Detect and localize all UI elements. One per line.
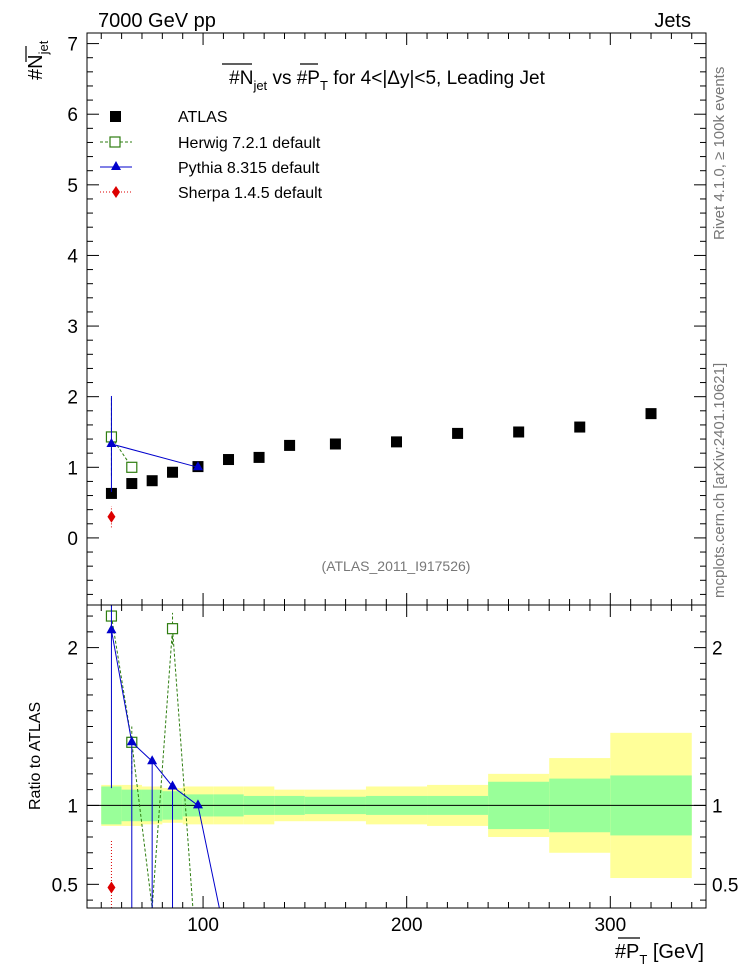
- svg-text:#Njet: #Njet: [25, 40, 51, 80]
- title-t-sub: T: [320, 78, 328, 93]
- title-n: N: [240, 68, 254, 89]
- main-ytick-label: 6: [67, 105, 78, 126]
- sherpa-point: [107, 881, 116, 894]
- legend-label-sherpa: Sherpa 1.4.5 default: [178, 185, 323, 202]
- main-ytick-label: 1: [67, 458, 78, 479]
- title-p: P: [307, 68, 320, 89]
- main-ylabel-base: #N: [25, 54, 47, 80]
- ratio-ytick-label-right: 0.5: [712, 875, 738, 896]
- header-right: Jets: [654, 10, 691, 32]
- main-ytick-label: 2: [67, 388, 78, 409]
- legend-label-herwig: Herwig 7.2.1 default: [178, 135, 321, 152]
- mcplots-label-group: mcplots.cern.ch [arXiv:2401.10621]: [711, 363, 728, 598]
- pythia-point: [106, 624, 117, 634]
- atlas-point: [223, 454, 235, 466]
- xlabel-hash: #: [615, 941, 627, 963]
- atlas-point: [126, 478, 138, 490]
- legend-marker-pythia: [111, 161, 121, 170]
- title-jet-sub: jet: [252, 78, 267, 93]
- analysis-watermark: (ATLAS_2011_I917526): [322, 558, 471, 574]
- atlas-point: [574, 421, 586, 433]
- rivet-label: Rivet 4.1.0, ≥ 100k events: [711, 67, 728, 240]
- legend-marker-sherpa: [112, 186, 120, 198]
- ratio-ytick-label-right: 2: [712, 639, 723, 660]
- atlas-point: [391, 436, 402, 448]
- main-ytick-label: 3: [67, 317, 78, 338]
- atlas-point: [645, 408, 657, 420]
- main-ytick-label: 0: [67, 529, 78, 550]
- rivet-label-group: Rivet 4.1.0, ≥ 100k events: [711, 67, 728, 240]
- atlas-point: [146, 475, 158, 487]
- pythia-line: [111, 443, 199, 468]
- ratio-ytick-label: 0.5: [52, 875, 78, 896]
- herwig-point: [166, 623, 179, 635]
- xlabel-t-sub: T: [639, 952, 647, 967]
- ratio-ylabel-group: Ratio to ATLAS: [27, 702, 44, 810]
- legend-label-atlas: ATLAS: [178, 109, 228, 126]
- title-hash1: #: [229, 68, 240, 89]
- legend-marker-atlas: [110, 111, 121, 122]
- main-ytick-label: 4: [67, 246, 78, 267]
- main-ylabel: #Njet: [25, 40, 51, 80]
- xlabel-p: P: [626, 941, 639, 963]
- ratio-uncertainty-bands: [87, 732, 706, 879]
- ratio-plot-marks: [105, 605, 220, 909]
- main-ylabel-sub: jet: [36, 40, 51, 55]
- sherpa-point: [107, 510, 116, 523]
- legend-label-pythia: Pythia 8.315 default: [178, 160, 320, 177]
- legend-marker-herwig: [109, 136, 121, 148]
- pythia-point: [126, 736, 137, 746]
- title-rest: for 4<|Δy|<5, Leading Jet: [328, 68, 546, 89]
- x-axis-label: #PT [GeV]: [615, 941, 704, 967]
- herwig-point: [126, 461, 138, 473]
- main-ytick-label: 5: [67, 176, 78, 197]
- ratio-xtick-label: 200: [391, 915, 423, 936]
- pythia-point: [192, 461, 203, 471]
- header-left: 7000 GeV pp: [98, 10, 216, 32]
- axes: 0 1 2 3 4 5 6 7 100 200 300 0.5 0.5 1 1 2 2: [52, 32, 738, 936]
- atlas-point: [253, 451, 265, 463]
- main-plot-marks: [105, 395, 657, 528]
- title-vs: vs #: [267, 68, 308, 89]
- ratio-xtick-label: 300: [594, 915, 626, 936]
- legend: ATLAS Herwig 7.2.1 default Pythia 8.315 …: [100, 109, 323, 202]
- ratio-ylabel: Ratio to ATLAS: [27, 702, 44, 810]
- ratio-ytick-label-right: 1: [712, 796, 723, 817]
- ratio-ytick-label: 1: [67, 796, 78, 817]
- atlas-point: [167, 466, 179, 478]
- ratio-ytick-label: 2: [67, 639, 78, 660]
- atlas-point: [105, 487, 117, 499]
- mcplots-label: mcplots.cern.ch [arXiv:2401.10621]: [711, 363, 728, 598]
- xlabel-unit: [GeV]: [647, 941, 704, 963]
- atlas-point: [329, 438, 341, 450]
- ratio-frame: [86, 604, 707, 909]
- pythia-point: [106, 437, 117, 447]
- pythia-point: [167, 780, 178, 790]
- main-title: #Njet vs #PT for 4<|Δy|<5, Leading Jet: [229, 68, 545, 93]
- pythia-point: [147, 755, 158, 765]
- pythia-point: [192, 799, 203, 809]
- pythia-ratio-line: [110, 630, 220, 909]
- ratio-xtick-label: 100: [187, 915, 219, 936]
- main-ytick-label: 7: [67, 35, 78, 56]
- atlas-point: [284, 439, 296, 451]
- atlas-point: [452, 427, 464, 439]
- atlas-point: [513, 426, 525, 438]
- herwig-ratio-line: [110, 615, 194, 909]
